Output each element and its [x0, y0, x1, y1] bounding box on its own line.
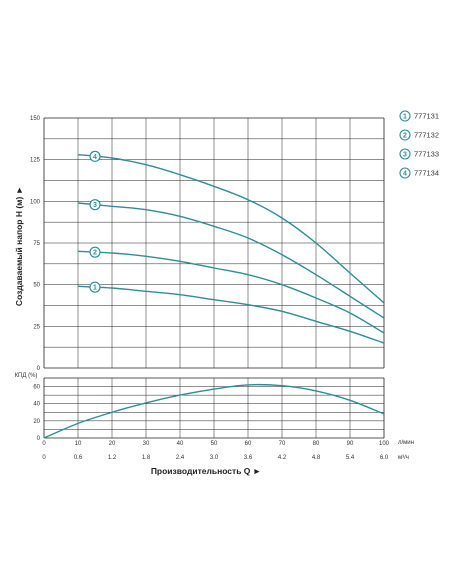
head-curves — [77, 154, 385, 344]
curve-marker-3 — [89, 199, 101, 211]
curve-marker-1 — [89, 281, 101, 293]
unit-lmin: л/мин — [398, 440, 414, 446]
x-tick-lmin: 0 — [42, 441, 46, 447]
curve-markers: 1 2 3 4 — [89, 150, 101, 293]
curve-marker-label: 3 — [93, 202, 97, 209]
head-y-ticks: 0 25 50 75 100 125 150 — [30, 116, 41, 372]
head-y-tick-label: 75 — [33, 241, 40, 247]
head-y-tick-label: 25 — [33, 324, 40, 330]
efficiency-y-ticks: 0 20 40 60 — [33, 385, 40, 442]
efficiency-y-tick-label: 40 — [33, 402, 40, 408]
legend-entry: 777131 — [414, 112, 439, 121]
x-axis-title: Производительность Q ► — [151, 466, 261, 476]
legend-marker — [399, 167, 411, 179]
legend-entry: 777134 — [414, 169, 439, 178]
legend-marker-label: 2 — [403, 133, 407, 140]
x-tick-lmin: 50 — [211, 441, 218, 447]
legend-marker — [399, 148, 411, 160]
curve-marker-2 — [89, 246, 101, 258]
x-tick-m3h: 4.8 — [312, 455, 321, 461]
legend-entry: 777132 — [414, 131, 439, 140]
legend-marker-label: 1 — [403, 114, 407, 121]
head-curve-3 — [77, 202, 385, 319]
efficiency-y-tick-label: 0 — [37, 436, 41, 442]
x-tick-m3h: 0 — [42, 455, 46, 461]
unit-m3h: м³/ч — [398, 455, 409, 461]
x-tick-lmin: 100 — [379, 441, 390, 447]
x-tick-lmin: 60 — [245, 441, 252, 447]
efficiency-y-tick-label: 60 — [33, 385, 40, 391]
efficiency-grid — [43, 377, 385, 439]
x-tick-lmin: 10 — [75, 441, 82, 447]
legend-entry: 777133 — [414, 150, 439, 159]
x-tick-m3h: 5.4 — [346, 455, 355, 461]
head-y-tick-label: 100 — [30, 199, 41, 205]
efficiency-axis-title: КПД (%) — [15, 373, 38, 379]
x-tick-lmin: 20 — [109, 441, 116, 447]
head-y-tick-label: 150 — [30, 116, 41, 122]
x-tick-lmin: 80 — [313, 441, 320, 447]
legend-marker — [399, 110, 411, 122]
x-tick-lmin: 70 — [279, 441, 286, 447]
x-tick-m3h: 2.4 — [176, 455, 185, 461]
head-curve-4 — [77, 154, 385, 304]
head-curve-1 — [77, 285, 385, 344]
head-y-tick-label: 125 — [30, 158, 41, 164]
head-curve-2 — [77, 250, 385, 334]
x-tick-m3h: 4.2 — [278, 455, 287, 461]
x-tick-m3h: 3.6 — [244, 455, 253, 461]
x-tick-lmin: 30 — [143, 441, 150, 447]
legend-marker — [399, 129, 411, 141]
head-axis-title: Создаваемый напор H (м) ► — [14, 186, 24, 306]
head-y-tick-label: 50 — [33, 283, 40, 289]
x-tick-m3h: 1.2 — [108, 455, 117, 461]
x-tick-lmin: 40 — [177, 441, 184, 447]
x-tick-m3h: 6.0 — [380, 455, 389, 461]
curve-marker-label: 4 — [93, 154, 97, 161]
curve-marker-4 — [89, 150, 101, 162]
head-y-tick-label: 0 — [37, 366, 41, 372]
efficiency-curve — [43, 383, 385, 439]
efficiency-line — [43, 383, 385, 439]
x-tick-lmin: 90 — [347, 441, 354, 447]
x-tick-m3h: 0.6 — [74, 455, 83, 461]
x-tick-m3h: 1.8 — [142, 455, 151, 461]
head-grid — [43, 117, 385, 369]
legend-marker-label: 4 — [403, 171, 407, 178]
efficiency-y-tick-label: 20 — [33, 419, 40, 425]
x-ticks: 0 10 20 30 40 50 60 70 80 90 100 0 0.6 1.2 1.8 2.4 3.0 3.… — [42, 441, 389, 461]
legend: 1 777131 2 777132 3 777133 4 777134 — [399, 110, 439, 179]
curve-marker-label: 1 — [93, 285, 97, 292]
x-tick-m3h: 3.0 — [210, 455, 219, 461]
curve-marker-label: 2 — [93, 250, 97, 257]
legend-marker-label: 3 — [403, 152, 407, 159]
